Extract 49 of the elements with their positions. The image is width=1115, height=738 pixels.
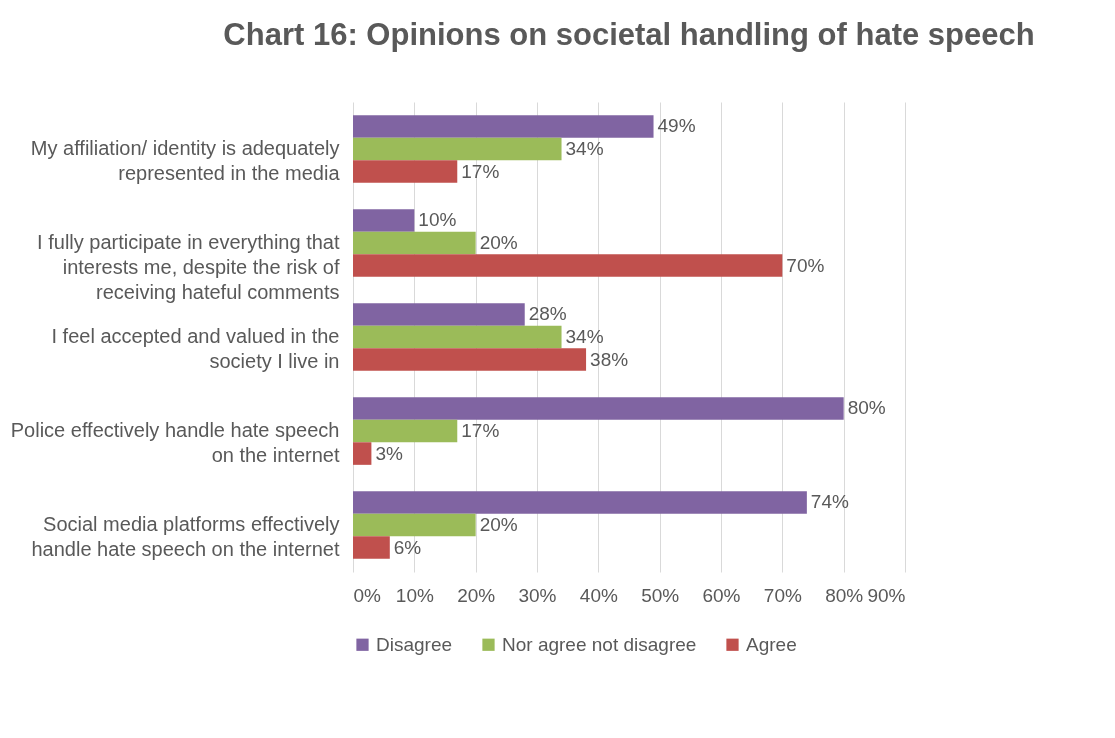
y-tick-label: Police effectively handle hate speech on the internet bbox=[10, 419, 340, 466]
y-tick-label: Social media platforms effectively handle hate speech on the internet bbox=[31, 513, 340, 560]
data-label: 34% bbox=[565, 326, 604, 347]
bar bbox=[353, 160, 458, 183]
data-label: 20% bbox=[479, 232, 518, 253]
bar bbox=[353, 137, 562, 161]
y-tick-label: I fully participate in everything that interests me, despite the risk of receiving hateful comments bbox=[37, 231, 340, 303]
legend-label: Nor agree not disagree bbox=[502, 633, 697, 655]
bar bbox=[353, 491, 807, 514]
legend-label: Disagree bbox=[376, 633, 453, 655]
data-label: 70% bbox=[786, 254, 825, 276]
data-label: 38% bbox=[590, 348, 629, 370]
bar bbox=[353, 419, 458, 443]
chart-title: Chart 16: Opinions on societal handling of hate speech bbox=[223, 17, 1035, 52]
x-tick-label: 90% bbox=[867, 584, 906, 606]
data-label: 3% bbox=[375, 442, 403, 464]
x-tick-label: 70% bbox=[763, 584, 802, 606]
data-label: 74% bbox=[810, 491, 849, 513]
data-label: 20% bbox=[479, 514, 518, 535]
data-label: 6% bbox=[393, 536, 422, 558]
data-label: 80% bbox=[847, 397, 886, 419]
x-tick-label: 80% bbox=[825, 584, 864, 606]
x-tick-label: 0% bbox=[353, 584, 382, 606]
bar bbox=[353, 348, 587, 371]
bar bbox=[353, 115, 654, 138]
bar bbox=[353, 397, 844, 420]
x-tick-label: 20% bbox=[457, 584, 496, 606]
legend-label: Agree bbox=[746, 633, 797, 655]
x-tick-label: 30% bbox=[518, 584, 557, 606]
bar bbox=[353, 325, 562, 349]
data-label: 28% bbox=[528, 303, 567, 325]
bar bbox=[353, 303, 525, 326]
bar bbox=[353, 254, 783, 277]
bar bbox=[353, 231, 476, 255]
data-label: 34% bbox=[565, 138, 604, 159]
data-label: 17% bbox=[461, 420, 500, 441]
x-tick-label: 50% bbox=[641, 584, 680, 606]
bar bbox=[353, 536, 390, 559]
x-tick-label: 60% bbox=[702, 584, 741, 606]
x-tick-label: 10% bbox=[395, 584, 434, 606]
bar bbox=[353, 513, 476, 537]
data-label: 10% bbox=[418, 209, 457, 231]
data-label: 49% bbox=[657, 115, 696, 137]
y-tick-label: My affiliation/ identity is adequately represented in the media bbox=[30, 137, 341, 184]
y-tick-label: I feel accepted and valued in the society I live in bbox=[51, 325, 340, 372]
bar bbox=[353, 442, 372, 465]
bar bbox=[353, 209, 415, 232]
x-tick-label: 40% bbox=[579, 584, 618, 606]
data-label: 17% bbox=[461, 160, 500, 182]
